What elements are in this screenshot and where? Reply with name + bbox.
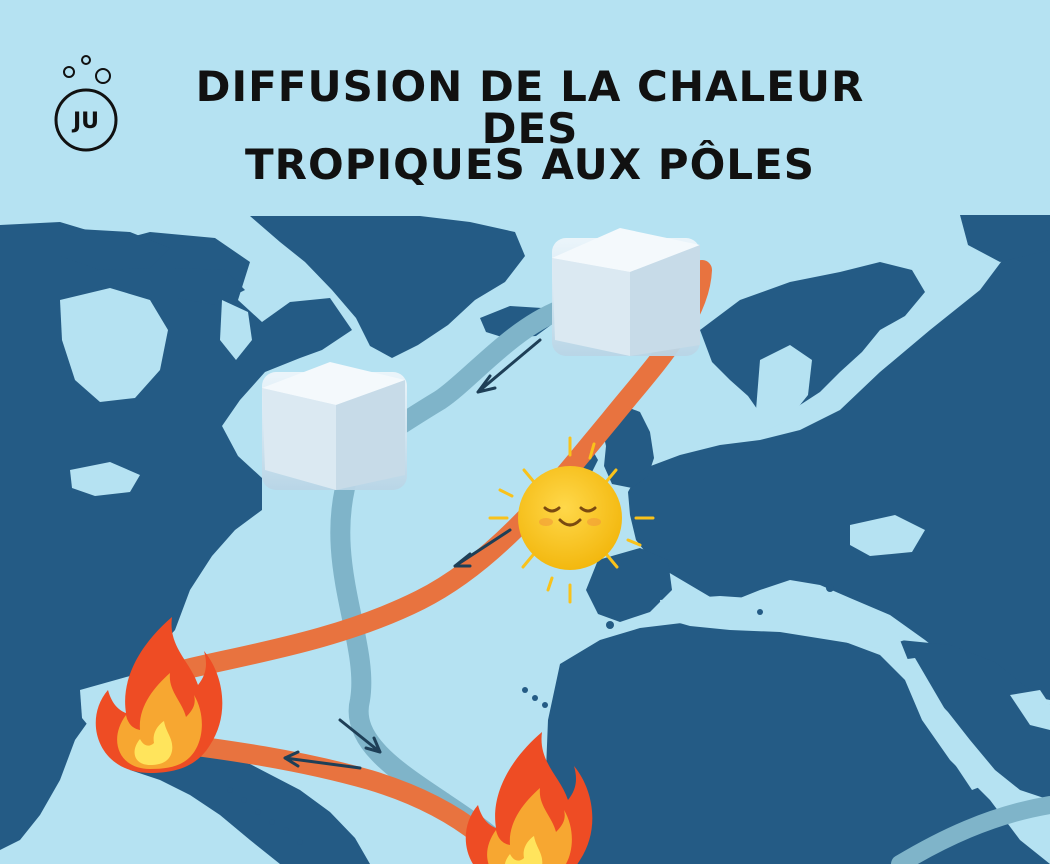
arrow-icon <box>476 338 542 394</box>
arrow-icon <box>338 718 382 754</box>
red-sea <box>900 658 985 790</box>
eurasia <box>628 232 1050 700</box>
ice-cube-icon <box>262 362 407 490</box>
cold-current-east <box>891 796 1050 864</box>
page-title-line-1: DIFFUSION DE LA CHALEUR DES <box>195 62 865 153</box>
small-islands <box>227 584 834 845</box>
page-title-line-2: TROPIQUES AUX PÔLES <box>245 140 815 189</box>
ice-cube-icon <box>552 228 700 356</box>
arctic-island-3 <box>960 215 1050 262</box>
africa <box>535 622 1050 864</box>
scandinavia <box>700 262 925 420</box>
iberia <box>586 548 672 622</box>
central-america <box>110 740 370 864</box>
warm-current-loop <box>140 730 490 845</box>
arrow-icon <box>453 528 512 568</box>
logo-icon: JU <box>54 55 118 152</box>
labrador-sea-inlet <box>220 300 252 360</box>
fire-icon <box>95 617 223 773</box>
great-lakes <box>70 462 140 496</box>
arctic-island-2 <box>175 268 245 305</box>
sun-icon <box>488 436 655 604</box>
cold-current-north <box>390 300 570 435</box>
mediterranean <box>660 596 905 648</box>
black-sea <box>850 515 925 556</box>
hudson-bay <box>60 288 168 402</box>
persian-gulf <box>1010 690 1050 730</box>
arrow-icon <box>283 750 362 770</box>
baltic-sea <box>756 345 812 430</box>
arctic-island-1 <box>60 228 170 270</box>
logo-text: JU <box>71 109 99 134</box>
fire-icon <box>465 732 593 864</box>
arrows <box>283 338 542 770</box>
arabia <box>900 640 1050 800</box>
greenland <box>250 216 525 358</box>
